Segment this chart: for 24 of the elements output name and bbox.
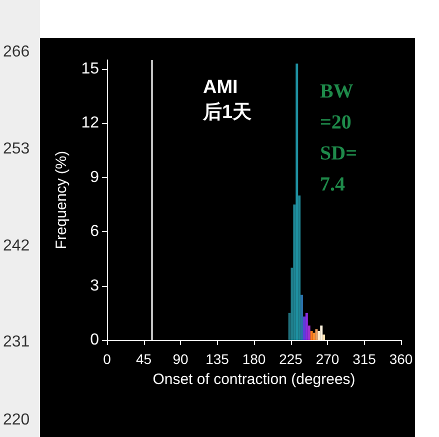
y-tick-label: 6 [90, 223, 100, 240]
y-tick-label: 3 [90, 277, 100, 294]
annotation: BW =20 SD= 7.4 [320, 80, 357, 196]
text: 220 [3, 412, 30, 428]
y-tick-label: 0 [90, 332, 100, 348]
annotation: AMI 后1天 [202, 77, 252, 123]
x-tick-label: 180 [242, 351, 266, 367]
y-tick-label: 9 [90, 168, 100, 186]
x-tick-label: 360 [389, 351, 413, 367]
text: 253 [3, 140, 30, 158]
x-tick-label: 225 [279, 351, 303, 367]
x-tick-label: 90 [172, 351, 188, 367]
text: 266 [3, 44, 30, 60]
text: 231 [3, 334, 30, 350]
y-tick-label: 15 [81, 60, 100, 78]
x-tick-label: 135 [206, 351, 230, 367]
x-tick-label: 45 [136, 351, 152, 367]
y-tick-label: 12 [81, 114, 100, 132]
x-axis-title: Onset of contraction (degrees) [152, 371, 356, 388]
y-axis-title: Frequency (%) [53, 150, 70, 250]
x-tick-label: 270 [316, 351, 340, 367]
x-tick-label: 315 [352, 351, 376, 367]
text: 242 [3, 238, 30, 254]
x-tick-label: 0 [103, 351, 112, 367]
